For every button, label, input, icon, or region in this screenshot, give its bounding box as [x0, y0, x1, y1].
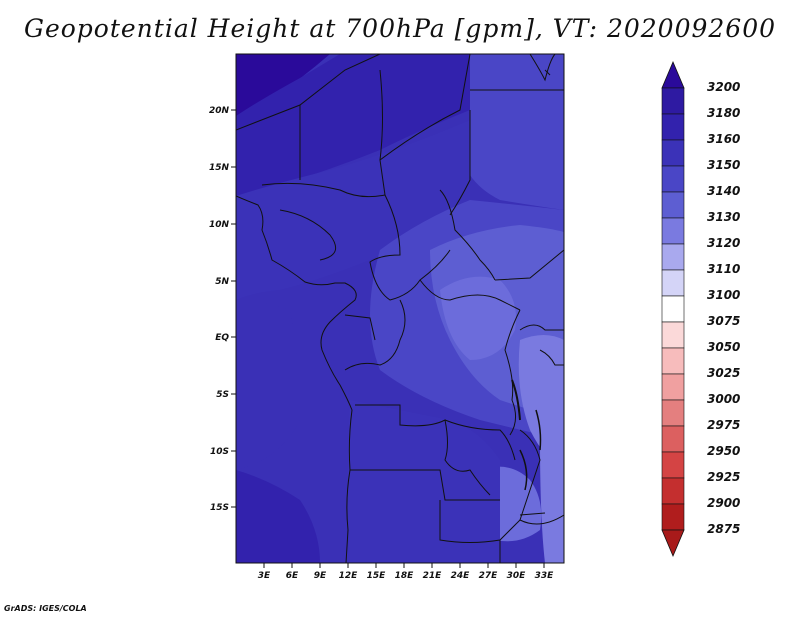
colorbar-level-label: 2975	[707, 418, 741, 432]
colorbar-swatch	[661, 243, 685, 271]
colorbar-swatch	[661, 425, 685, 453]
lon-label: 12E	[339, 571, 359, 581]
lon-label: 21E	[423, 571, 443, 581]
colorbar-level-label: 2925	[707, 470, 741, 484]
lat-label: EQ	[215, 333, 229, 343]
colorbar-top-arrow	[661, 60, 685, 89]
lon-label: 33E	[535, 571, 555, 581]
colorbar-level-label: 3100	[707, 288, 741, 302]
colorbar-level-label: 3130	[707, 210, 741, 224]
colorbar-swatch	[661, 113, 685, 141]
colorbar-level-label: 2950	[707, 444, 741, 458]
colorbar-level-label: 2900	[707, 496, 741, 510]
lon-label: 3E	[258, 571, 271, 581]
colorbar	[661, 60, 685, 558]
colorbar-level-label: 3140	[707, 184, 741, 198]
colorbar-swatch	[661, 399, 685, 427]
colorbar-swatch	[661, 191, 685, 219]
lat-label: 15N	[209, 163, 230, 173]
colorbar-bottom-arrow	[661, 529, 685, 558]
lat-label: 5N	[215, 277, 229, 287]
lon-label: 30E	[507, 571, 527, 581]
colorbar-swatch	[661, 451, 685, 479]
colorbar-level-label: 3200	[707, 80, 741, 94]
lat-axis: 20N 15N 10N 5N EQ 5S 10S 15S	[209, 106, 236, 513]
height-field	[236, 54, 564, 563]
map-title: Geopotential Height at 700hPa [gpm], VT:…	[23, 14, 777, 43]
colorbar-level-label: 3120	[707, 236, 741, 250]
lat-label: 20N	[209, 106, 230, 116]
colorbar-level-label: 3160	[707, 132, 741, 146]
colorbar-level-label: 2875	[707, 522, 741, 536]
colorbar-level-label: 3025	[707, 366, 741, 380]
lon-label: 15E	[367, 571, 387, 581]
colorbar-swatch	[661, 269, 685, 297]
lat-label: 5S	[216, 390, 229, 400]
colorbar-level-label: 3050	[707, 340, 741, 354]
colorbar-swatch	[661, 347, 685, 375]
map-frame	[235, 53, 565, 564]
colorbar-level-label: 3000	[707, 392, 741, 406]
lon-label: 6E	[286, 571, 299, 581]
lon-label: 27E	[479, 571, 499, 581]
colorbar-level-label: 3075	[707, 314, 741, 328]
lat-label: 10S	[210, 447, 229, 457]
colorbar-swatch	[661, 87, 685, 115]
colorbar-level-label: 3150	[707, 158, 741, 172]
lon-label: 9E	[314, 571, 327, 581]
lat-label: 10N	[209, 220, 230, 230]
colorbar-swatch	[661, 165, 685, 193]
lon-axis: 3E 6E 9E 12E 15E 18E 21E 24E 27E 30E 33E	[258, 563, 554, 581]
colorbar-level-label: 3180	[707, 106, 741, 120]
colorbar-swatch	[661, 373, 685, 401]
lat-label: 15S	[210, 503, 229, 513]
colorbar-swatch	[661, 477, 685, 505]
country-borders	[236, 54, 564, 563]
colorbar-swatch	[661, 321, 685, 349]
colorbar-swatch	[661, 295, 685, 323]
grads-credit: GrADS: IGES/COLA	[4, 604, 87, 613]
colorbar-level-label: 3110	[707, 262, 741, 276]
colorbar-swatch	[661, 503, 685, 531]
lon-label: 24E	[451, 571, 471, 581]
lon-label: 18E	[395, 571, 415, 581]
colorbar-swatch	[661, 139, 685, 167]
colorbar-swatch	[661, 217, 685, 245]
